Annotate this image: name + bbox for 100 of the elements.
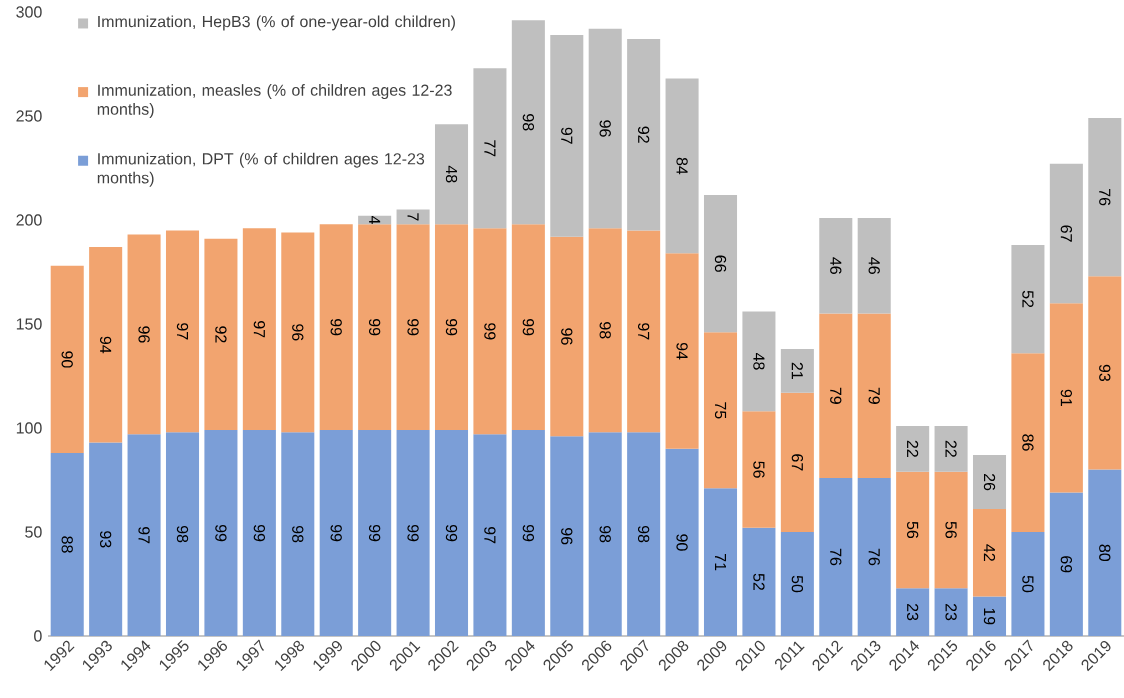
bar xyxy=(896,471,930,589)
bar xyxy=(127,434,161,636)
data-label: 67 xyxy=(791,454,804,471)
data-label: 56 xyxy=(945,521,957,539)
data-label: 46 xyxy=(830,257,842,274)
bar xyxy=(1088,276,1122,470)
data-label: 79 xyxy=(830,387,842,404)
bar xyxy=(434,124,469,225)
bar xyxy=(588,432,622,636)
data-label: 99 xyxy=(445,524,458,542)
data-label: 71 xyxy=(715,554,727,571)
data-label: 66 xyxy=(714,255,727,272)
bar xyxy=(972,455,1007,510)
data-label: 52 xyxy=(1022,290,1034,308)
data-label: 56 xyxy=(906,521,919,539)
bar xyxy=(165,230,200,433)
legend-label: Immunization, HepB3 (% of one-year-old children) xyxy=(98,15,455,31)
data-label: 84 xyxy=(676,157,688,175)
y-tick-label: 0 xyxy=(34,630,42,642)
bar xyxy=(319,224,353,431)
bar xyxy=(934,471,968,589)
bar xyxy=(703,332,738,489)
data-label: 98 xyxy=(292,525,304,543)
bar xyxy=(1049,163,1083,304)
data-label: 99 xyxy=(522,318,535,336)
data-label: 99 xyxy=(368,318,381,336)
bar xyxy=(511,20,545,225)
bar xyxy=(703,488,738,636)
data-label: 99 xyxy=(215,524,227,542)
data-label: 90 xyxy=(676,534,688,551)
bar xyxy=(281,432,315,636)
bar xyxy=(473,434,507,636)
data-label: 75 xyxy=(714,402,727,419)
data-label: 23 xyxy=(906,603,919,621)
data-label: 50 xyxy=(791,575,804,593)
data-label: 7 xyxy=(407,213,419,221)
y-tick-label: 100 xyxy=(16,422,42,434)
bar xyxy=(703,195,738,333)
data-label: 56 xyxy=(753,461,765,478)
bar xyxy=(780,392,814,532)
y-tick-label: 200 xyxy=(16,214,42,226)
data-label: 98 xyxy=(599,322,611,339)
bar xyxy=(511,224,545,431)
bar xyxy=(665,253,699,449)
bar xyxy=(627,39,661,231)
bar xyxy=(934,425,968,472)
bar xyxy=(857,477,891,636)
bar xyxy=(358,430,392,636)
bar xyxy=(857,217,891,314)
data-label: 21 xyxy=(791,362,803,379)
bar xyxy=(550,436,584,636)
data-label: 80 xyxy=(1099,544,1111,562)
bar xyxy=(896,425,930,472)
data-label: 97 xyxy=(637,323,650,340)
bar xyxy=(1049,492,1083,636)
data-label: 98 xyxy=(637,525,650,543)
bar xyxy=(972,509,1007,597)
bar xyxy=(665,448,699,636)
bar xyxy=(204,430,238,636)
data-label: 90 xyxy=(61,351,73,368)
data-label: 98 xyxy=(176,525,189,543)
bar xyxy=(50,452,84,636)
data-label: 94 xyxy=(676,342,688,360)
bar xyxy=(550,236,584,437)
data-label: 97 xyxy=(561,127,573,144)
bar xyxy=(972,596,1007,636)
data-label: 96 xyxy=(292,324,304,341)
bar xyxy=(127,234,161,435)
data-label: 48 xyxy=(445,165,458,183)
y-tick-label: 50 xyxy=(25,526,42,538)
bar xyxy=(742,411,776,528)
data-label: 97 xyxy=(253,321,266,338)
bar xyxy=(50,265,84,453)
data-label: 69 xyxy=(1060,556,1073,573)
bar xyxy=(89,442,123,636)
data-label: 99 xyxy=(522,524,535,542)
data-label: 86 xyxy=(1022,434,1034,451)
bar xyxy=(665,78,699,254)
data-label: 92 xyxy=(637,126,650,143)
bar xyxy=(204,238,238,431)
data-label: 19 xyxy=(983,608,996,625)
bar xyxy=(1088,118,1122,277)
data-label: 42 xyxy=(983,544,996,561)
bar xyxy=(588,28,622,229)
bar xyxy=(281,232,315,433)
data-label: 22 xyxy=(945,440,957,457)
data-label: 96 xyxy=(138,326,150,343)
bar xyxy=(434,430,469,636)
data-label: 99 xyxy=(253,524,266,542)
data-label: 46 xyxy=(868,257,880,274)
bar xyxy=(742,311,776,412)
data-label: 99 xyxy=(407,318,419,336)
bar xyxy=(819,313,853,478)
data-label: 96 xyxy=(561,528,573,545)
y-tick-label: 250 xyxy=(16,110,42,122)
data-label: 93 xyxy=(1099,364,1111,382)
legend-label: Immunization, DPT (% of children ages 12-23 months) xyxy=(97,152,425,187)
bar xyxy=(1011,532,1045,636)
data-label: 23 xyxy=(945,603,957,621)
data-label: 67 xyxy=(1060,225,1073,242)
